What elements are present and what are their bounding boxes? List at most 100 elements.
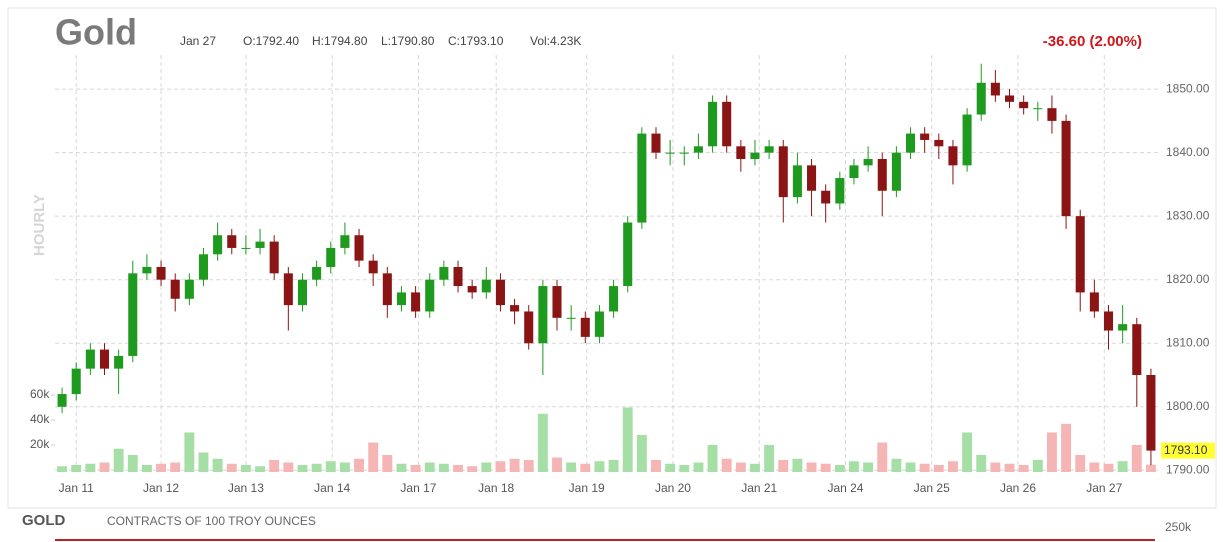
volume-bar (467, 466, 478, 472)
volume-bar (594, 461, 605, 472)
candle-body (1132, 324, 1142, 375)
volume-bar (198, 452, 209, 472)
x-tick-label: Jan 27 (1086, 481, 1122, 495)
volume-bar (382, 455, 393, 472)
volume-bar (622, 407, 633, 472)
candle-body (934, 139, 944, 147)
candle-body (764, 146, 774, 153)
candle-body (1089, 292, 1099, 312)
volume-bar (764, 445, 775, 472)
volume-bar (962, 432, 973, 472)
volume-bar (990, 462, 1001, 472)
volume-bar (396, 463, 407, 472)
volume-bar (933, 465, 944, 472)
volume-bar (495, 461, 506, 472)
volume-bar (1004, 463, 1015, 472)
candle-body (651, 133, 661, 153)
candle-body (538, 286, 548, 344)
candle-body (807, 165, 817, 191)
interval-label: HOURLY (31, 194, 48, 256)
volume-bar (792, 458, 803, 472)
candle-body (623, 222, 633, 287)
candle-body (382, 273, 392, 306)
candle-body (213, 235, 223, 255)
candle-body (170, 279, 180, 299)
candle-body (283, 273, 293, 306)
volume-bar (481, 462, 492, 472)
candle-body (920, 133, 930, 140)
candle-body (312, 267, 322, 280)
candle-body (1103, 311, 1114, 331)
volume-bar (113, 448, 124, 472)
candle-body (835, 178, 845, 204)
volume-bar (1061, 423, 1072, 472)
volume-tick-label: 60k (30, 387, 50, 401)
header-volume: Vol:4.23K (530, 34, 581, 48)
volume-bar (948, 461, 958, 472)
volume-bar (57, 466, 68, 472)
volume-bar (905, 462, 916, 472)
volume-bar (721, 458, 732, 472)
candle-body (1061, 120, 1071, 217)
volume-bar (509, 458, 520, 472)
volume-bar (170, 462, 181, 472)
candle-body (71, 368, 81, 395)
candle-body (1004, 95, 1015, 102)
footer-scale: 250k (1165, 520, 1192, 534)
volume-bar (693, 462, 704, 472)
candle-body (863, 159, 873, 166)
candle-body (411, 292, 421, 312)
volume-bar (778, 460, 789, 472)
candle-body (425, 279, 435, 312)
volume-bar (608, 460, 619, 472)
volume-tick-label: 40k (30, 412, 50, 426)
candle-body (114, 355, 124, 369)
volume-bar (354, 458, 364, 472)
candle-body (1033, 108, 1043, 110)
candle-body (679, 152, 689, 154)
candle-body (255, 241, 265, 248)
header-change: -36.60 (2.00%) (1043, 33, 1142, 50)
x-tick-label: Jan 20 (655, 481, 691, 495)
volume-bar (735, 462, 746, 472)
candle-body (524, 311, 534, 344)
candle-body (297, 279, 307, 306)
y-tick-label: 1850.00 (1166, 81, 1210, 95)
candle-body (665, 152, 675, 154)
candle-body (962, 114, 972, 166)
volume-bar (269, 460, 280, 472)
x-tick-label: Jan 19 (569, 481, 605, 495)
candle-body (340, 235, 350, 248)
candle-body (722, 101, 732, 147)
volume-bar (537, 413, 548, 472)
candle-body (877, 159, 887, 191)
y-tick-label: 1830.00 (1166, 208, 1210, 222)
x-tick-label: Jan 26 (1000, 481, 1036, 495)
x-tick-label: Jan 14 (314, 481, 350, 495)
candle-body (990, 82, 1000, 96)
candle-body (891, 152, 901, 191)
y-tick-label: 1820.00 (1166, 272, 1210, 286)
candle-body (1118, 324, 1128, 331)
volume-bar (283, 462, 294, 472)
candle-body (1075, 216, 1085, 293)
volume-bar (707, 445, 718, 472)
candle-body (99, 349, 110, 369)
candle-body (693, 146, 703, 153)
chart-title: Gold (55, 12, 137, 53)
candle-body (1047, 108, 1057, 121)
candle-body (510, 305, 520, 312)
volume-bar (127, 455, 138, 472)
candle-body (142, 267, 152, 274)
candle-body (396, 292, 406, 306)
candle-body (778, 146, 788, 198)
candle-body (481, 279, 491, 293)
volume-bar (99, 462, 110, 472)
x-tick-label: Jan 25 (914, 481, 950, 495)
volume-bar (976, 455, 987, 472)
candle-body (792, 165, 802, 198)
volume-bar (297, 465, 308, 472)
volume-bar (580, 463, 591, 472)
volume-bar (226, 463, 237, 472)
